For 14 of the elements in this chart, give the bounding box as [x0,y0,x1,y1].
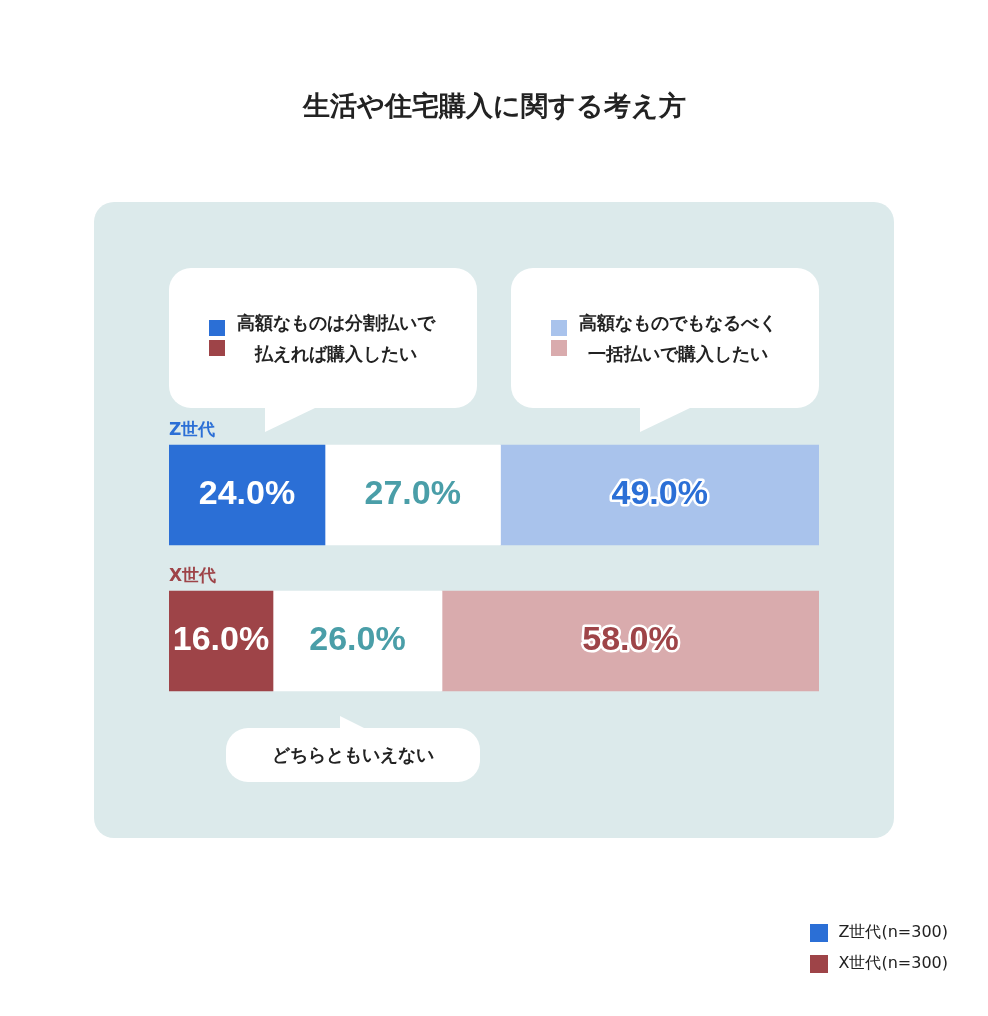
legend-label: 高額なものは分割払いで払えれば購入したい [236,310,437,366]
text: どちらともいえない [272,743,434,768]
data-label: 26.0% [309,619,406,658]
y-tick-label: X世代 [169,564,217,585]
data-label: 16.0% [172,619,270,658]
text: Z世代(n=300) [838,922,948,943]
y-tick-label: Z世代 [169,418,216,439]
data-label: 58.0% [582,619,679,658]
data-label: 49.0% [611,473,708,512]
chart-title: 生活や住宅購入に関する考え方 [301,89,687,123]
text: X世代(n=300) [838,953,948,974]
legend-label: 高額なものでもなるべく一括払いで購入したい [578,310,778,366]
data-label: 24.0% [198,473,296,512]
data-label: 27.0% [364,473,461,512]
